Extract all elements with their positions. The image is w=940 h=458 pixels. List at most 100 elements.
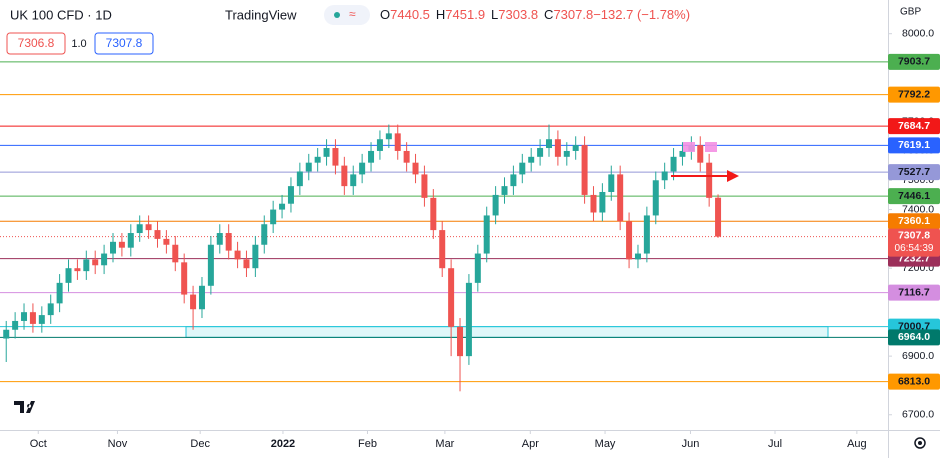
- marker: [683, 142, 695, 152]
- candle-body: [118, 241, 125, 248]
- gear-center: [918, 441, 922, 445]
- y-tick-label: 6900.0: [902, 350, 934, 362]
- plot-area: [0, 61, 888, 392]
- status-icons[interactable]: ≈: [324, 5, 370, 25]
- candle-body: [21, 312, 28, 321]
- candle-body: [652, 180, 659, 216]
- candle-body: [65, 268, 72, 283]
- ohlc-value: −132.7 (−1.78%): [593, 7, 690, 22]
- candle-body: [314, 156, 321, 163]
- price-badge-label: 7360.1: [898, 215, 930, 227]
- ohlc-key: H: [436, 7, 445, 22]
- logo[interactable]: [14, 401, 35, 413]
- x-tick-label: Jul: [768, 438, 782, 450]
- ohlc-value: 7307.8: [553, 7, 593, 22]
- candle-body: [430, 197, 437, 231]
- logo-mark: [14, 401, 35, 413]
- candle-body: [670, 156, 677, 172]
- candle-body: [74, 268, 81, 272]
- candle-body: [225, 233, 232, 251]
- candle-body: [359, 162, 366, 175]
- candle-body: [626, 221, 633, 260]
- bid-price: 7306.8: [18, 36, 55, 50]
- candle-body: [528, 156, 535, 163]
- candle-body: [12, 320, 19, 330]
- candle-body: [83, 259, 90, 272]
- candle-body: [608, 174, 615, 192]
- candle-body: [439, 230, 446, 269]
- candle-body: [697, 145, 704, 163]
- candle-body: [323, 148, 330, 157]
- candle-body: [599, 191, 606, 213]
- drawings: [671, 142, 739, 182]
- ask-box[interactable]: [94, 32, 154, 55]
- price-badge-label: 7684.7: [898, 120, 930, 132]
- price-badge: [888, 86, 940, 103]
- candle-body: [572, 145, 579, 151]
- ohlc-key: L: [491, 7, 498, 22]
- candle-body: [706, 162, 713, 198]
- candle-body: [563, 150, 570, 157]
- status-pill: [324, 5, 370, 25]
- candle-body: [296, 171, 303, 187]
- candle-body: [510, 174, 517, 187]
- price-badge: [888, 373, 940, 390]
- candle-body: [332, 148, 339, 166]
- last-price-badge: [888, 228, 940, 257]
- candle-body: [537, 148, 544, 157]
- candle-body: [465, 282, 472, 357]
- candle-body: [145, 224, 152, 231]
- candle-body: [483, 215, 490, 254]
- price-badge-label: 7527.7: [898, 166, 930, 178]
- candle-body: [679, 150, 686, 157]
- x-tick-label: May: [595, 438, 616, 450]
- candle-body: [261, 224, 268, 245]
- symbol-title: UK 100 CFD · 1D: [10, 7, 112, 22]
- x-tick-label: Feb: [358, 438, 377, 450]
- candle-body: [234, 250, 241, 260]
- candle-body: [198, 285, 205, 310]
- candle-body: [207, 244, 214, 286]
- candle-body: [92, 259, 99, 266]
- candle-body: [350, 174, 357, 187]
- price-badge: [888, 329, 940, 346]
- candle-body: [368, 150, 375, 163]
- candle-body: [448, 268, 455, 327]
- candle-body: [287, 186, 294, 204]
- x-tick-label: Oct: [30, 438, 47, 450]
- bid-box[interactable]: [6, 32, 66, 55]
- ohlc-key: C: [544, 7, 553, 22]
- candle-body: [661, 171, 668, 181]
- candle-body: [181, 262, 188, 295]
- spread: 1.0: [71, 38, 86, 50]
- candle-body: [154, 230, 161, 239]
- x-tick-label: Dec: [190, 438, 210, 450]
- price-badge: [888, 53, 940, 70]
- support-zone: [185, 326, 829, 338]
- candle-body: [421, 174, 428, 198]
- candle-body: [163, 238, 170, 245]
- settings-icon[interactable]: [914, 437, 926, 449]
- candle-body: [545, 139, 552, 149]
- gear: [914, 437, 926, 449]
- candle-body: [47, 303, 54, 316]
- ohlc-value: 7303.8: [498, 7, 538, 22]
- status-wave: ≈: [349, 7, 356, 21]
- candle-body: [581, 145, 588, 195]
- candle-body: [590, 194, 597, 213]
- countdown: 06:54:39: [895, 243, 934, 254]
- candle-body: [474, 253, 481, 283]
- candle-body: [243, 259, 250, 269]
- candle-body: [492, 194, 499, 216]
- price-badge-label: 6964.0: [898, 331, 930, 343]
- arrow-head: [727, 170, 739, 182]
- candle-body: [457, 326, 464, 357]
- candle-body: [190, 294, 197, 310]
- candle-body: [252, 244, 259, 269]
- brand: TradingView: [225, 7, 297, 22]
- candle-body: [394, 133, 401, 151]
- x-tick-label: Nov: [108, 438, 128, 450]
- candle-body: [38, 315, 45, 324]
- candle-body: [501, 186, 508, 195]
